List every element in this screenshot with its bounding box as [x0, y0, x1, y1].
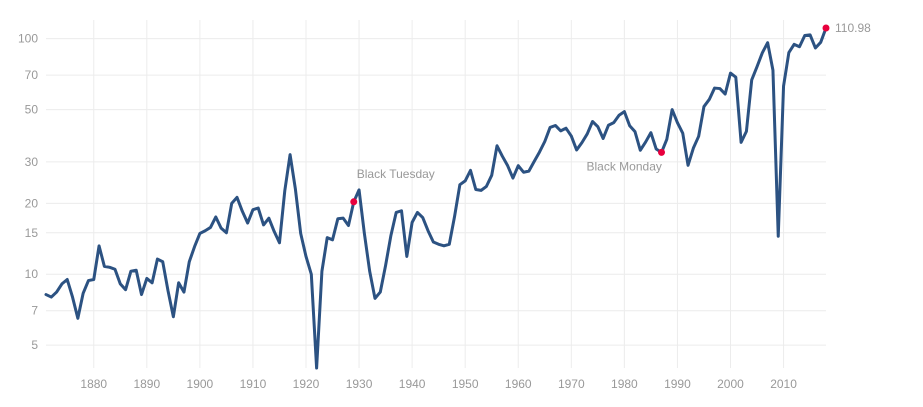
annotations: Black Tuesday Black Monday: [350, 148, 666, 206]
y-tick-label: 20: [25, 196, 39, 210]
y-axis: 5 7 10 15 20 30 50 70 100: [18, 32, 38, 353]
y-tick-label: 10: [25, 267, 39, 281]
y-tick-label: 50: [25, 103, 39, 117]
grid: [46, 20, 826, 368]
x-tick-label: 1950: [452, 377, 479, 391]
annotation-label: Black Tuesday: [357, 167, 435, 181]
y-tick-label: 15: [25, 226, 39, 240]
y-tick-label: 30: [25, 155, 39, 169]
x-tick-label: 1940: [399, 377, 426, 391]
end-value-label: 110.98: [835, 21, 871, 35]
annotation-marker: [350, 198, 358, 206]
x-tick-label: 1880: [80, 377, 107, 391]
end-marker-dot: [822, 24, 830, 32]
x-tick-label: 1900: [187, 377, 214, 391]
x-tick-label: 1990: [664, 377, 691, 391]
x-tick-label: 1980: [611, 377, 638, 391]
y-tick-label: 100: [18, 32, 38, 46]
x-tick-label: 2000: [717, 377, 744, 391]
x-tick-label: 1890: [133, 377, 160, 391]
x-tick-label: 1910: [240, 377, 267, 391]
x-tick-label: 2010: [770, 377, 797, 391]
x-tick-label: 1960: [505, 377, 532, 391]
annotation-marker: [658, 148, 666, 156]
x-tick-label: 1970: [558, 377, 585, 391]
y-tick-label: 70: [25, 68, 39, 82]
y-tick-label: 7: [31, 304, 38, 318]
end-marker: 110.98: [822, 21, 871, 35]
series-line: [44, 26, 828, 370]
annotation-label: Black Monday: [587, 159, 662, 173]
x-axis: 1880 1890 1900 1910 1920 1930 1940 1950 1960 1970…: [80, 377, 797, 391]
x-tick-label: 1920: [293, 377, 320, 391]
x-tick-label: 1930: [346, 377, 373, 391]
y-tick-label: 5: [31, 338, 38, 352]
